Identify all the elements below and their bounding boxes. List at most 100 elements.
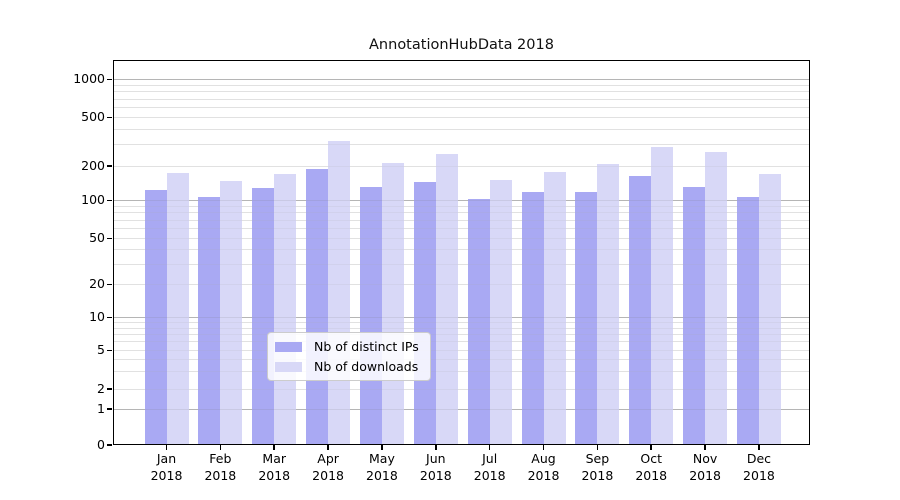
x-tick-mark — [596, 445, 599, 450]
legend-swatch-downloads — [275, 361, 302, 372]
y-tick-label: 2 — [97, 380, 105, 396]
x-tick-label-oct: Oct 2018 — [635, 451, 668, 483]
y-tick-label: 10 — [89, 309, 105, 324]
bar-ips-jun — [413, 182, 436, 445]
y-tick-label: 20 — [89, 276, 105, 291]
gridline-minor — [113, 249, 810, 251]
bar-ips-jan — [144, 190, 167, 445]
legend-label-downloads: Nb of downloads — [314, 359, 419, 374]
gridline-minor — [113, 205, 810, 207]
gridline-minor — [113, 263, 810, 265]
gridline-minor — [113, 98, 810, 100]
x-tick-mark — [219, 445, 222, 450]
gridline-minor-overlay — [113, 284, 810, 285]
y-tick-label: 500 — [81, 109, 105, 124]
y-tick-mark — [107, 444, 112, 446]
gridline-major-overlay — [113, 200, 810, 201]
y-tick-mark — [107, 199, 112, 201]
gridline-minor — [113, 388, 810, 390]
x-tick-label-aug: Aug 2018 — [527, 451, 560, 483]
x-tick-label-dec: Dec 2018 — [743, 451, 775, 483]
gridline-minor-overlay — [113, 165, 810, 167]
y-tick-label: 0 — [97, 436, 105, 452]
bar-downloads-nov — [705, 151, 728, 445]
y-tick-label: 50 — [89, 230, 105, 245]
x-tick-mark — [381, 445, 383, 450]
y-tick-label: 100 — [81, 192, 105, 207]
y-tick-mark — [107, 316, 112, 318]
gridline-minor-overlay — [113, 144, 810, 146]
gridline-minor-overlay — [113, 333, 810, 335]
gridline-major-overlay — [113, 79, 810, 80]
gridline-minor-overlay — [113, 322, 810, 324]
bar-ips-may — [359, 186, 382, 445]
gridline-minor — [113, 228, 810, 229]
bar-downloads-apr — [328, 140, 351, 445]
x-tick-mark — [650, 445, 652, 450]
plot-area — [113, 60, 810, 445]
x-tick-mark — [704, 445, 706, 450]
legend: Nb of distinct IPs Nb of downloads — [267, 332, 431, 381]
gridline-minor — [113, 128, 810, 130]
gridline-minor — [113, 350, 810, 351]
bar-ips-aug — [521, 192, 544, 445]
bar-downloads-jul — [489, 179, 512, 445]
gridline-minor — [113, 144, 810, 146]
gridline-minor — [113, 284, 810, 285]
gridline-minor — [113, 371, 810, 373]
gridline-minor-overlay — [113, 128, 810, 130]
x-tick-label-may: May 2018 — [366, 451, 398, 483]
gridline-minor-overlay — [113, 107, 810, 108]
legend-label-distinct-ips: Nb of distinct IPs — [314, 339, 419, 354]
x-tick-label-jan: Jan 2018 — [150, 451, 183, 483]
gridline-minor-overlay — [113, 359, 810, 361]
x-tick-label-apr: Apr 2018 — [312, 451, 344, 483]
gridline-minor — [113, 238, 810, 239]
y-tick-mark — [107, 408, 112, 410]
gridline-major-overlay — [113, 317, 810, 318]
x-tick-mark — [758, 445, 760, 450]
x-tick-mark — [435, 445, 437, 450]
x-tick-mark — [165, 445, 168, 450]
y-tick-mark — [107, 283, 112, 285]
bar-downloads-sep — [597, 164, 620, 445]
gridline-minor-overlay — [113, 219, 810, 221]
gridline-minor — [113, 84, 810, 86]
bar-ips-dec — [736, 197, 759, 445]
legend-item-distinct-ips: Nb of distinct IPs — [275, 338, 419, 355]
bar-ips-apr — [306, 168, 329, 445]
bar-downloads-mar — [274, 173, 297, 445]
bar-ips-sep — [575, 192, 598, 445]
y-tick-mark — [107, 165, 112, 167]
bar-downloads-dec — [758, 173, 781, 445]
x-tick-mark — [488, 445, 491, 450]
gridline-minor-overlay — [113, 371, 810, 373]
bar-downloads-oct — [651, 146, 674, 445]
gridline-minor — [113, 359, 810, 361]
gridline-minor — [113, 333, 810, 335]
bar-downloads-aug — [543, 171, 566, 445]
gridline-major — [113, 79, 810, 80]
gridline-minor-overlay — [113, 228, 810, 229]
x-tick-mark — [542, 445, 545, 450]
y-tick-label: 1 — [97, 400, 105, 416]
gridline-minor — [113, 91, 810, 93]
gridline-minor — [113, 165, 810, 167]
y-tick-mark — [107, 116, 112, 118]
bar-ips-oct — [629, 176, 652, 445]
gridline-major — [113, 408, 810, 410]
bar-ips-feb — [198, 196, 221, 445]
gridline-minor — [113, 327, 810, 329]
gridline-minor-overlay — [113, 212, 810, 214]
gridline-minor-overlay — [113, 238, 810, 239]
gridline-minor-overlay — [113, 91, 810, 93]
gridline-minor-overlay — [113, 263, 810, 265]
y-tick-mark — [107, 349, 112, 351]
legend-item-downloads: Nb of downloads — [275, 358, 419, 375]
x-tick-label-mar: Mar 2018 — [258, 451, 291, 483]
x-tick-label-jun: Jun 2018 — [419, 451, 452, 483]
gridline-minor — [113, 322, 810, 324]
x-tick-mark — [327, 445, 329, 450]
x-tick-label-jul: Jul 2018 — [473, 451, 506, 483]
gridline-minor — [113, 117, 810, 118]
